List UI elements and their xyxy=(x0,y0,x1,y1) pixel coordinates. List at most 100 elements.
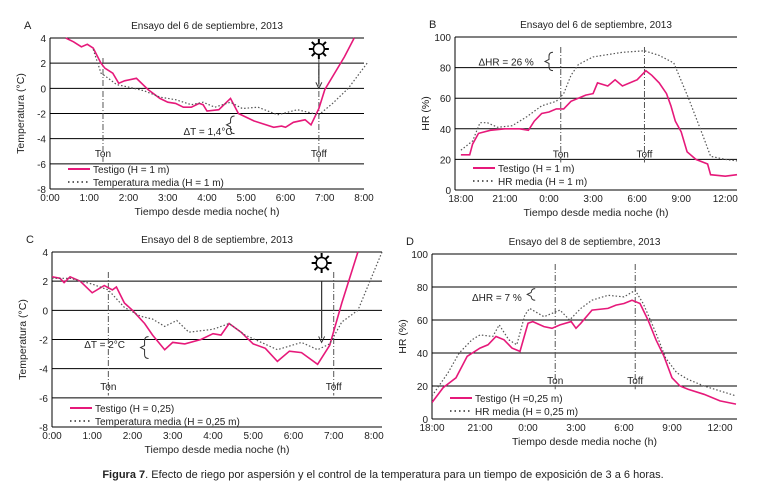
legend-label: Testigo (H = 1 m) xyxy=(93,165,169,176)
legend-label: Testigo (H = 1 m) xyxy=(498,164,574,175)
sun-ray xyxy=(322,41,327,46)
chart-title: Ensayo del 8 de septiembre, 2013 xyxy=(509,237,661,248)
delta-annotation: ΔHR = 7 % xyxy=(472,293,522,304)
y-tick-label: -4 xyxy=(37,135,46,146)
panel-letter: B xyxy=(429,19,436,31)
marker-label-toff: Toff xyxy=(326,382,342,393)
y-tick-label: 0 xyxy=(445,186,451,197)
x-axis-label: Tiempo desde media noche( h) xyxy=(135,206,280,218)
x-tick-label: 7:00 xyxy=(324,431,344,442)
marker-label-toff: Toff xyxy=(311,149,327,160)
sun-ray xyxy=(325,255,330,260)
series-testigo-line xyxy=(432,299,737,405)
y-tick-label: 2 xyxy=(40,59,46,70)
delta-annotation: ΔT = 1,4°C xyxy=(183,127,232,138)
sun-disc xyxy=(315,256,328,270)
y-tick-label: -8 xyxy=(37,185,46,196)
marker-label-ton: Ton xyxy=(100,382,116,393)
legend-label: Temperatura media (H = 0,25 m) xyxy=(95,417,240,428)
x-tick-label: 12:00 xyxy=(713,194,738,205)
y-axis-label: HR (%) xyxy=(420,96,432,130)
y-tick-label: 100 xyxy=(434,33,451,44)
x-tick-label: 3:00 xyxy=(158,193,178,204)
x-tick-label: 4:00 xyxy=(197,193,217,204)
y-tick-label: -6 xyxy=(39,394,48,405)
y-tick-label: -4 xyxy=(39,365,48,376)
chart-panel-c: C Ensayo del 8 de septiembre, 2013 -8 -6 -4 -… xyxy=(17,234,384,456)
x-tick-label: 1:00 xyxy=(83,431,103,442)
sun-ray xyxy=(311,52,316,57)
arrow-head-icon xyxy=(318,336,326,344)
delta-annotation: ΔT = 2°C xyxy=(84,340,125,351)
x-tick-label: 0:00 xyxy=(539,194,559,205)
y-tick-label: -8 xyxy=(39,423,48,434)
x-tick-label: 9:00 xyxy=(671,194,691,205)
series-media-line xyxy=(52,251,383,351)
x-tick-label: 3:00 xyxy=(583,194,603,205)
y-tick-label: 0 xyxy=(42,306,48,317)
x-tick-label: 5:00 xyxy=(237,193,257,204)
y-tick-label: 40 xyxy=(440,125,452,136)
marker-label-toff: Toff xyxy=(637,149,653,160)
x-tick-label: 3:00 xyxy=(163,431,183,442)
panel-letter: A xyxy=(24,20,32,32)
marker-label-ton: Ton xyxy=(547,376,563,387)
x-tick-label: 18:00 xyxy=(448,194,473,205)
sun-disc xyxy=(312,42,326,56)
sun-ray xyxy=(313,266,319,271)
x-tick-label: 6:00 xyxy=(276,193,296,204)
legend-label: Testigo (H = 0,25) xyxy=(95,404,174,415)
x-tick-label: 6:00 xyxy=(627,194,647,205)
x-tick-label: 21:00 xyxy=(492,194,517,205)
x-tick-label: 0:00 xyxy=(42,431,62,442)
arrow-head-icon xyxy=(315,82,323,90)
x-axis-label: Tiempo desde media noche (h) xyxy=(512,436,657,448)
y-tick-label: 0 xyxy=(40,84,46,95)
series-media-line xyxy=(92,49,368,116)
x-tick-label: 18:00 xyxy=(419,423,444,434)
sun-ray xyxy=(311,41,316,46)
y-tick-label: 4 xyxy=(40,34,46,45)
chart-title: Ensayo del 6 de septiembre, 2013 xyxy=(520,20,672,31)
y-axis-label: Temperatura (°C) xyxy=(17,299,29,380)
x-tick-label: 5:00 xyxy=(243,431,263,442)
x-tick-label: 0:00 xyxy=(518,423,538,434)
brace-icon xyxy=(225,115,235,135)
y-tick-label: 60 xyxy=(417,316,429,327)
marker-label-ton: Ton xyxy=(553,149,569,160)
figure-caption: Figura 7. Efecto de riego por aspersión … xyxy=(0,469,766,481)
x-tick-label: 6:00 xyxy=(614,423,634,434)
legend-label: Temperatura media (H = 1 m) xyxy=(93,178,224,189)
x-tick-label: 9:00 xyxy=(662,423,682,434)
delta-annotation: ΔHR = 26 % xyxy=(479,57,534,68)
y-tick-label: 20 xyxy=(417,382,429,393)
sun-ray xyxy=(322,52,327,57)
y-tick-label: 100 xyxy=(411,250,428,261)
series-testigo-line xyxy=(65,37,355,129)
sun-icon xyxy=(311,253,332,273)
x-tick-label: 7:00 xyxy=(315,193,335,204)
legend-label: HR media (H = 0,25 m) xyxy=(475,407,578,418)
sun-ray xyxy=(325,266,330,271)
x-axis-label: Tiempo desde media noche (h) xyxy=(145,444,290,456)
sun-icon xyxy=(308,39,329,59)
brace-icon xyxy=(543,51,554,72)
y-axis-label: Temperatura (°C) xyxy=(15,73,27,154)
y-tick-label: -2 xyxy=(37,110,46,121)
x-tick-label: 8:00 xyxy=(354,193,374,204)
y-tick-label: 60 xyxy=(440,94,452,105)
x-tick-label: 12:00 xyxy=(708,423,733,434)
caption-text: . Efecto de riego por aspersión y el con… xyxy=(145,469,664,481)
panel-letter: D xyxy=(406,236,414,248)
series-media-line xyxy=(432,289,737,397)
x-tick-label: 0:00 xyxy=(40,193,60,204)
x-tick-label: 1:00 xyxy=(80,193,100,204)
chart-panel-b: B Ensayo del 6 de septiembre, 2013 0 20 40 60… xyxy=(420,19,738,219)
y-tick-label: -2 xyxy=(39,336,48,347)
y-tick-label: 0 xyxy=(422,415,428,426)
chart-panel-a: A Ensayo del 6 de septiembre, 2013 -8 -6 -4 -… xyxy=(15,20,374,218)
x-tick-label: 6:00 xyxy=(284,431,304,442)
panel-letter: C xyxy=(26,234,34,246)
x-tick-label: 8:00 xyxy=(364,431,384,442)
